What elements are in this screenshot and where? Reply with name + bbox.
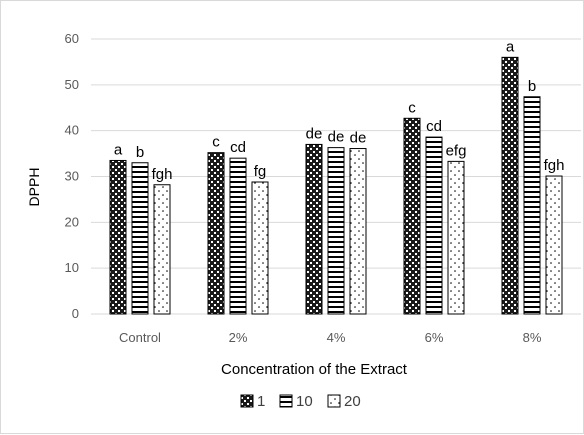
x-tick-label: 2% [229,330,248,345]
bar-significance-label: de [328,129,345,146]
bar-4%-1 [305,143,323,315]
bar-significance-label: a [506,38,515,55]
bar-Control-20 [153,184,171,315]
bar-4%-10 [327,147,345,315]
bar-significance-label: fgh [152,166,173,183]
legend-item-1: 1 [240,393,265,410]
bar-2%-10 [229,157,247,315]
y-tick-label: 60 [65,31,79,46]
bar-significance-label: fgh [544,157,565,174]
bar-significance-label: cd [426,118,442,135]
bar-8%-10 [523,96,541,315]
bar-significance-label: fg [254,163,267,180]
y-tick-label: 20 [65,214,79,229]
x-tick-label: 6% [425,330,444,345]
legend-label: 1 [257,393,265,410]
y-tick-label: 50 [65,77,79,92]
bar-Control-10 [131,162,149,315]
legend-item-20: 20 [327,393,361,410]
y-tick-label: 10 [65,260,79,275]
x-axis-title: Concentration of the Extract [221,361,408,378]
bar-significance-label: b [136,144,144,161]
y-axis-ticks: 0 10 20 30 40 50 60 [65,31,79,321]
legend: 1 10 20 [240,393,361,410]
bar-2%-1 [207,152,225,315]
x-axis-ticks: Control 2% 4% 6% 8% [119,330,542,345]
bar-significance-label: b [528,78,536,95]
bar-6%-1 [403,117,421,315]
bar-4%-20 [349,148,367,315]
bar-significance-label: c [212,134,220,151]
y-tick-label: 0 [72,306,79,321]
bar-Control-1 [109,159,127,315]
y-tick-label: 40 [65,123,79,138]
legend-swatch [240,394,254,408]
x-tick-label: 8% [523,330,542,345]
bar-significance-label: a [114,141,123,158]
x-tick-label: Control [119,330,161,345]
bars [109,56,563,315]
legend-label: 10 [296,393,313,410]
y-axis-title: DPPH [26,168,42,207]
legend-swatch [327,394,341,408]
legend-label: 20 [344,393,361,410]
legend-swatch [279,394,293,408]
legend-item-10: 10 [279,393,313,410]
bar-significance-label: c [408,99,416,116]
bar-6%-10 [425,136,443,315]
bar-6%-20 [447,160,465,315]
x-tick-label: 4% [327,330,346,345]
bar-2%-20 [251,181,269,315]
bar-significance-label: de [306,125,323,142]
bar-significance-label: cd [230,139,246,156]
bar-8%-1 [501,56,519,315]
bar-significance-label: efg [446,142,467,159]
bar-significance-label: de [350,130,367,147]
y-tick-label: 30 [65,169,79,184]
bar-8%-20 [545,175,563,315]
